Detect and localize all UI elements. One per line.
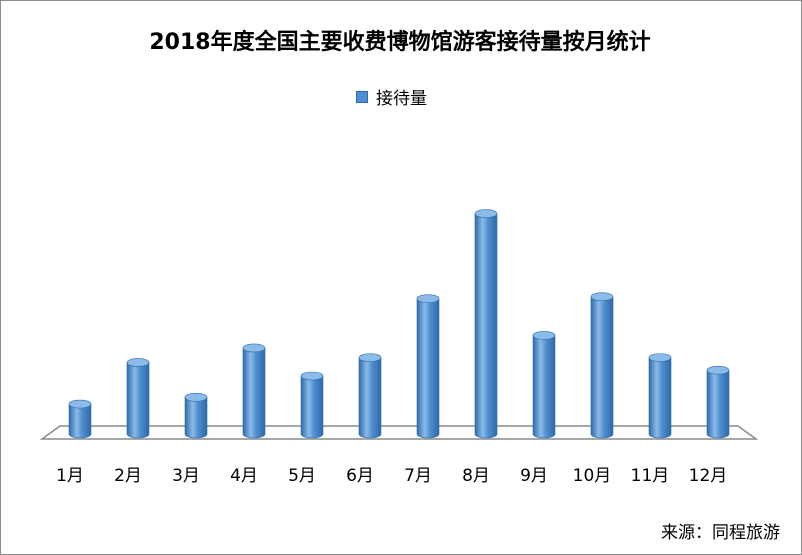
bar-7月 [416, 294, 440, 439]
x-tick-label: 11月 [631, 466, 670, 486]
x-tick-label: 9月 [520, 466, 548, 486]
x-tick-label: 1月 [56, 466, 84, 486]
bar-3月 [184, 392, 208, 439]
legend-label: 接待量 [376, 89, 427, 109]
bar-5月 [300, 371, 324, 439]
x-tick-label: 7月 [404, 466, 432, 486]
bar-6月 [358, 353, 382, 439]
bar-1月 [68, 399, 92, 439]
x-tick-label: 6月 [346, 466, 374, 486]
x-tick-label: 5月 [288, 466, 316, 486]
source-note: 来源：同程旅游 [661, 523, 780, 543]
bar-12月 [706, 365, 730, 439]
x-tick-label: 4月 [230, 466, 258, 486]
bar-11月 [648, 353, 672, 439]
bar-2月 [126, 358, 150, 439]
x-tick-label: 2月 [114, 466, 142, 486]
x-tick-label: 12月 [689, 466, 728, 486]
legend: 接待量 [356, 84, 427, 109]
bar-10月 [590, 292, 614, 439]
bar-9月 [532, 331, 556, 439]
chart-title: 2018年度全国主要收费博物馆游客接待量按月统计 [149, 30, 651, 55]
legend-swatch [356, 90, 368, 103]
x-tick-label: 8月 [462, 466, 490, 486]
bar-8月 [474, 209, 498, 439]
chart-floor [39, 425, 759, 440]
bar-4月 [242, 343, 266, 439]
x-tick-label: 10月 [573, 466, 612, 486]
x-tick-label: 3月 [172, 466, 200, 486]
